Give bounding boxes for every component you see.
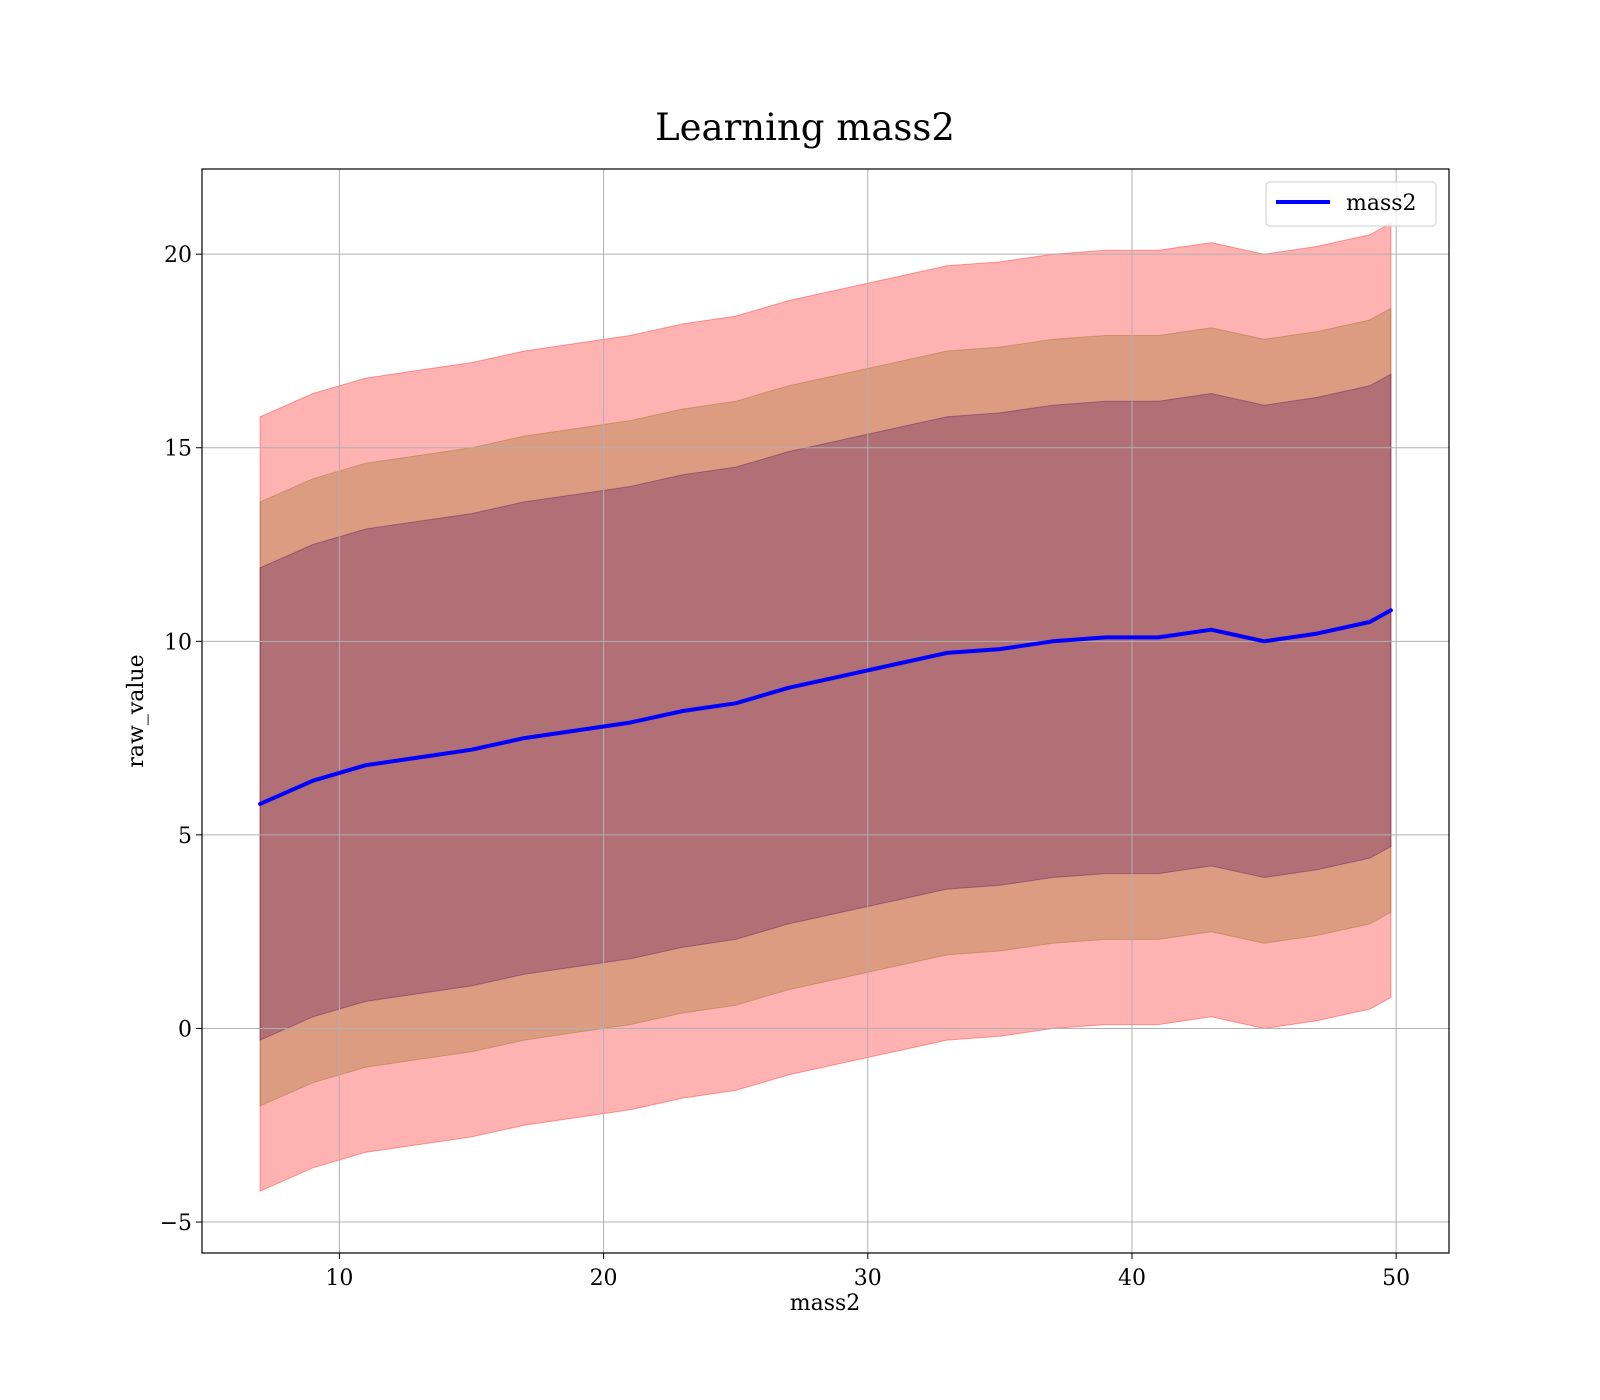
legend-label-mass2: mass2 xyxy=(1346,191,1417,216)
x-axis-ticks: 10 20 30 40 50 xyxy=(325,1253,1410,1291)
y-tick-label: 0 xyxy=(178,1017,192,1042)
chart-title: Learning mass2 xyxy=(655,106,955,149)
x-tick-label: 30 xyxy=(854,1266,882,1291)
y-tick-label: 20 xyxy=(164,243,192,268)
plot-area-frame xyxy=(201,168,1450,1254)
band-inner xyxy=(259,373,1392,1041)
y-tick-label: 5 xyxy=(178,824,192,849)
x-tick-label: 20 xyxy=(590,1266,618,1291)
band-middle xyxy=(259,307,1392,1107)
y-tick-label: 10 xyxy=(164,630,192,655)
x-tick-label: 40 xyxy=(1118,1266,1146,1291)
confidence-bands xyxy=(259,222,1392,1192)
band-outer xyxy=(259,222,1392,1192)
x-tick-label: 10 xyxy=(325,1266,353,1291)
x-axis-label: mass2 xyxy=(790,1291,861,1316)
legend: mass2 xyxy=(1265,181,1437,227)
y-axis-label: raw_value xyxy=(124,654,149,767)
y-axis-ticks: −5 0 5 10 15 20 xyxy=(160,243,202,1236)
series-lines xyxy=(258,608,1393,806)
y-tick-label: −5 xyxy=(160,1211,192,1236)
series-line-mass2 xyxy=(258,608,1393,806)
y-tick-label: 15 xyxy=(164,437,192,462)
legend-box xyxy=(1265,181,1437,227)
x-tick-label: 50 xyxy=(1382,1266,1410,1291)
grid-lines xyxy=(202,169,1449,1253)
